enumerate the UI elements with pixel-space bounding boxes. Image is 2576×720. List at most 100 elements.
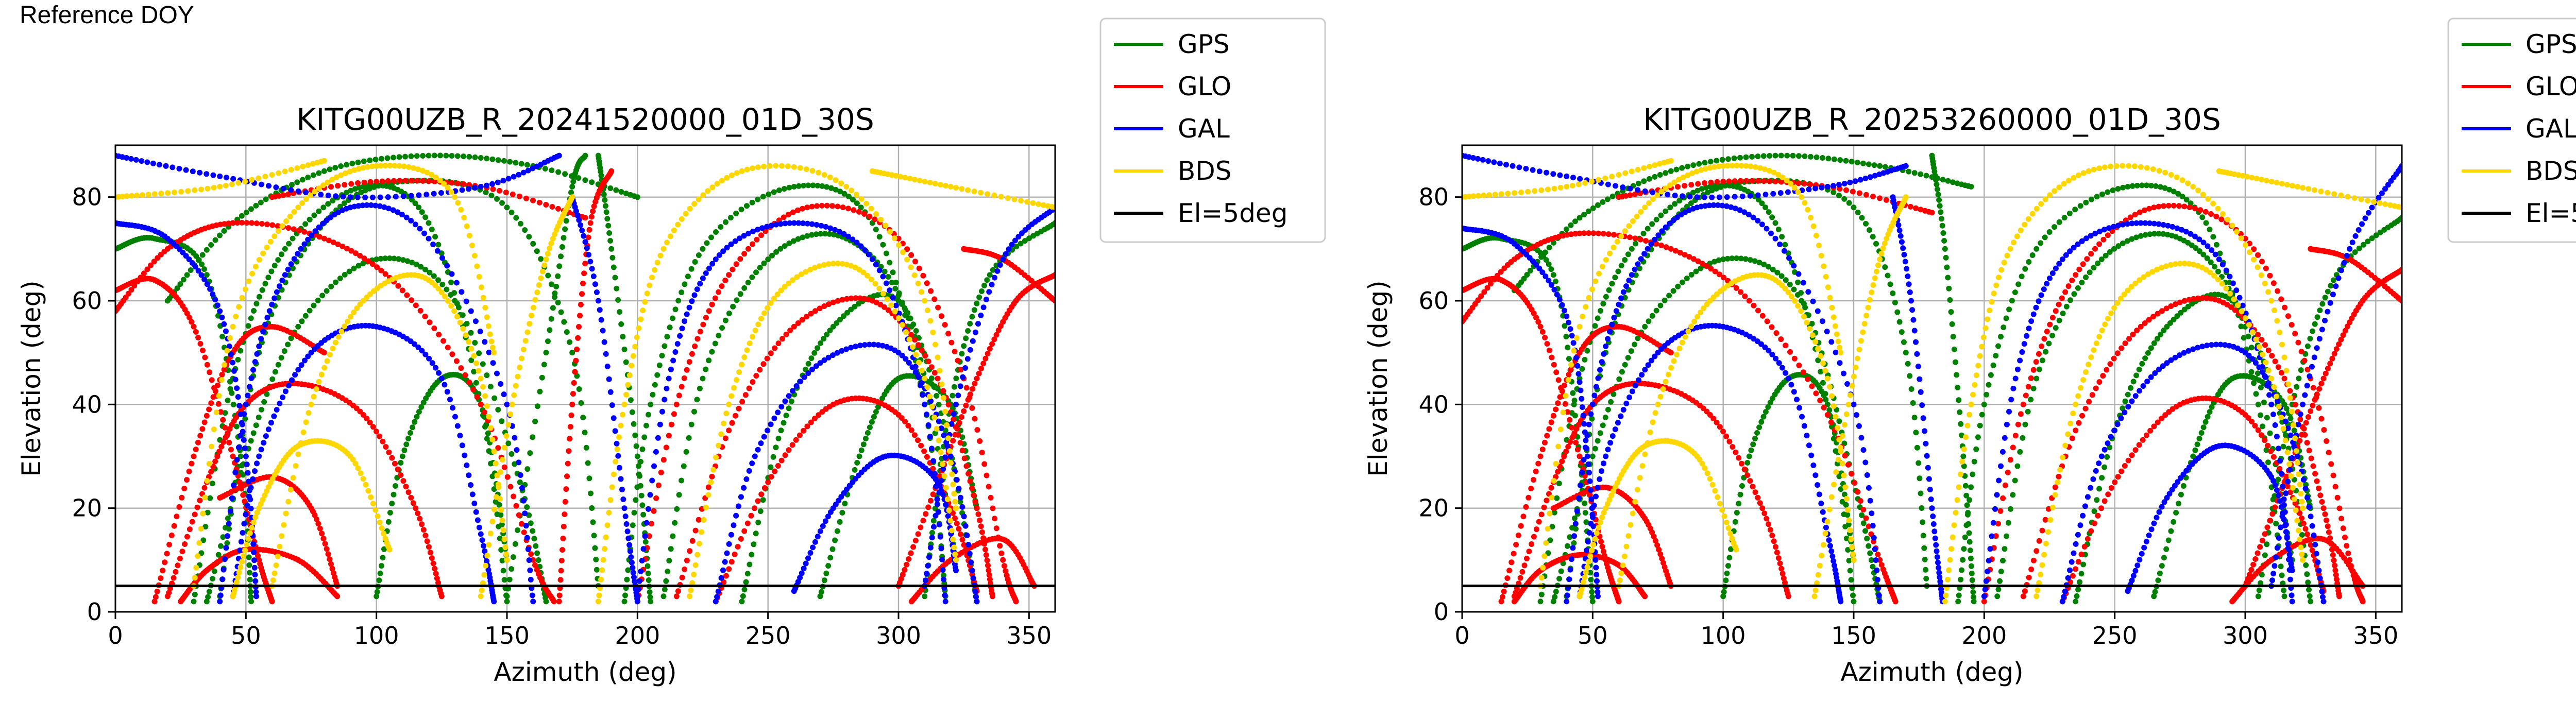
track-point [1572,231,1579,237]
track-point [382,255,388,262]
track-point [732,238,738,244]
track-point [189,260,195,266]
track-point [241,437,247,443]
track-point [985,191,991,197]
track-point [528,551,534,557]
track-point [965,397,971,403]
track-point [782,452,788,458]
track-point [2136,366,2142,372]
track-point [2165,537,2172,543]
track-point [621,401,628,407]
track-point [671,411,677,417]
track-point [204,281,210,287]
track-point [713,598,719,605]
track-point [618,422,624,428]
track-point [793,437,799,443]
track-point [917,178,923,184]
track-point [576,324,582,330]
track-point [178,188,184,195]
track-point [433,365,438,371]
track-point [839,261,845,267]
track-point [501,536,507,542]
track-point [1667,204,1673,211]
track-point [532,297,538,303]
track-point [825,354,832,361]
track-point [396,163,402,169]
track-point [602,203,608,209]
track-point [218,543,224,549]
track-point [274,289,280,295]
track-point [721,579,727,585]
track-point [1716,271,1722,278]
track-point [291,256,297,262]
track-point [676,492,682,498]
track-point [1766,209,1772,215]
track-point [875,404,881,410]
track-point [133,157,139,163]
track-point [1943,254,1949,261]
track-point [2026,259,2032,265]
track-point [198,186,204,193]
track-point [392,163,398,169]
track-point [807,550,814,556]
track-point [2248,345,2255,351]
track-point [2196,436,2202,441]
track-point [409,297,414,303]
track-point [938,425,944,432]
track-point [2103,252,2109,259]
track-point [741,251,748,257]
track-point [1759,505,1766,511]
track-point [1709,187,1715,194]
track-point [800,234,806,241]
track-point [303,190,309,196]
track-point [1577,215,1583,221]
track-point [562,511,568,518]
track-point [325,179,331,185]
track-point [599,567,605,573]
track-point [307,216,313,222]
track-point [642,299,648,305]
track-point [1658,242,1664,248]
track-point [936,522,942,528]
track-point [362,187,368,194]
track-point [775,340,782,347]
track-point [2096,486,2103,492]
track-point [184,477,190,483]
track-point [419,209,425,215]
track-point [294,165,300,171]
track-point [1714,419,1720,425]
track-point [566,448,572,454]
track-point [2253,391,2259,397]
track-point [990,267,996,273]
track-point [473,380,479,386]
track-point [347,168,353,175]
track-point [482,393,488,399]
track-point [1543,257,1549,263]
track-point [1713,185,1719,192]
track-point [301,241,308,247]
track-point [616,434,622,440]
track-point [2042,234,2048,241]
track-point [1778,336,1784,342]
track-point [1734,255,1740,261]
track-point [1605,231,1612,237]
track-point [771,415,777,421]
track-point [985,351,991,357]
track-point [221,228,227,234]
track-point [866,251,872,258]
track-point [737,235,742,242]
track-point [826,231,833,237]
track-point [569,350,575,356]
track-point [1600,231,1606,237]
track-point [1821,405,1827,410]
track-point [315,297,321,303]
track-point [348,181,354,187]
track-point [2130,379,2137,385]
track-point [1568,231,1574,237]
track-point [1518,523,1524,529]
track-point [1546,426,1552,432]
track-point [377,433,383,439]
track-point [929,535,935,541]
y-tick-label: 80 [72,183,102,211]
track-point [334,593,341,599]
